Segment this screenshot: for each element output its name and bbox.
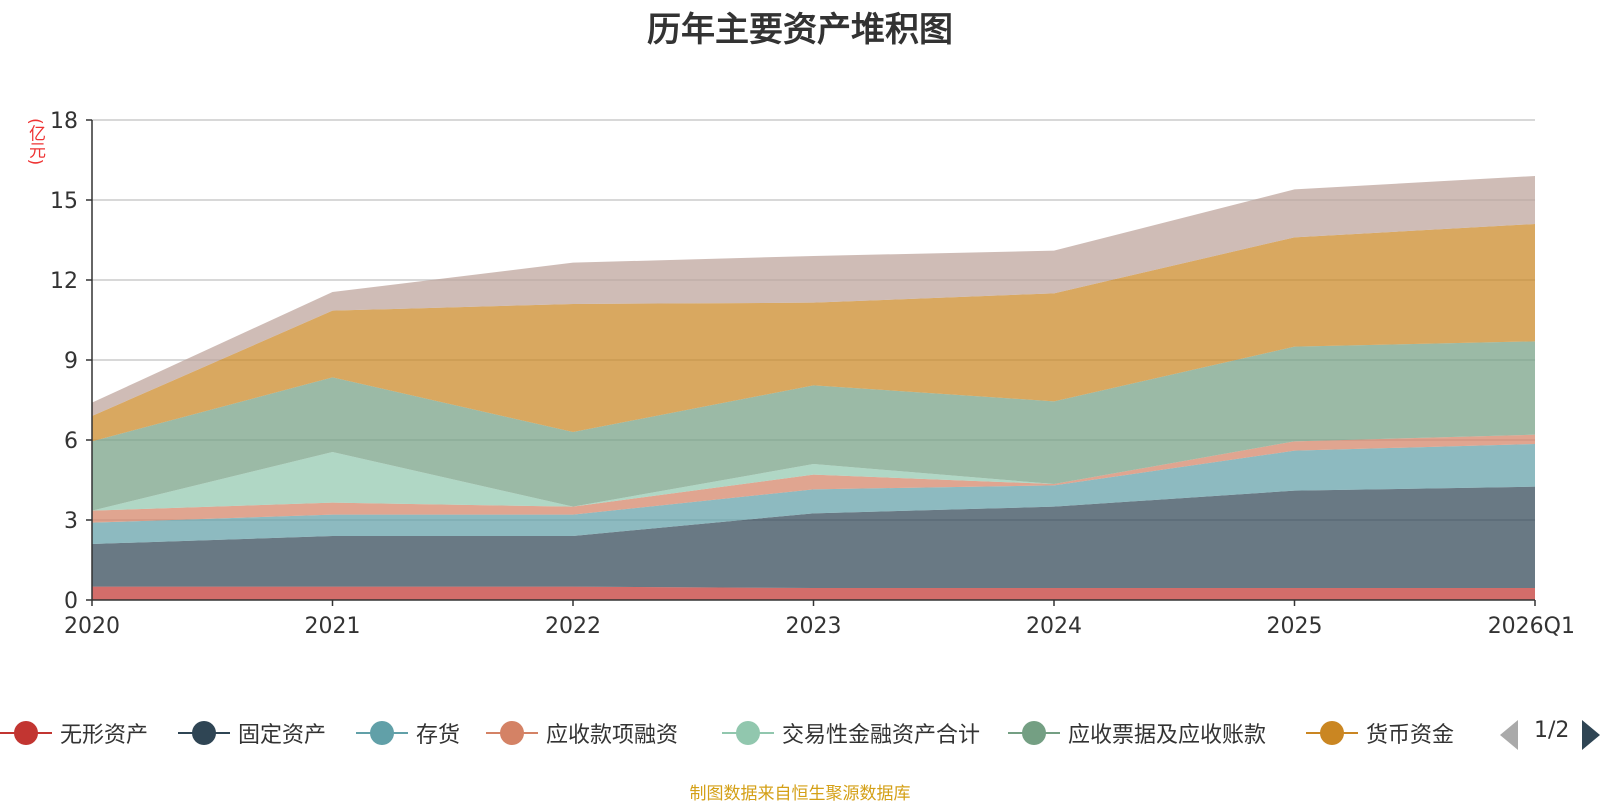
data-source-note: 制图数据来自恒生聚源数据库 [689,784,911,804]
legend-item-2[interactable]: 存货 [356,716,460,750]
area-layer [92,176,1535,600]
area-series-3 [92,434,1535,523]
chart-title: 历年主要资产堆积图 [647,10,953,50]
legend-label-1: 固定资产 [238,723,327,748]
x-tick-label-2: 2022 [545,614,601,639]
legend-marker-icon [356,716,408,750]
legend-marker-icon [1306,716,1358,750]
legend-label-5: 应收票据及应收账款 [1068,723,1267,748]
legend-label-0: 无形资产 [60,723,149,748]
legend-marker-icon [486,716,538,750]
legend-item-1[interactable]: 固定资产 [178,716,326,750]
legend-page-indicator: 1/2 [1534,718,1570,743]
legend-label-2: 存货 [416,723,461,748]
legend-item-0[interactable]: 无形资产 [0,716,148,750]
y-tick-label-3: 3 [64,509,78,534]
y-axis-unit-label: (亿元) [25,118,45,166]
y-tick-label-9: 9 [64,349,78,374]
legend-marker-icon [0,716,52,750]
legend-item-4[interactable]: 交易性金融资产合计 [722,716,980,750]
legend-pager: 1/2 [1500,718,1600,750]
legend-label-3: 应收款项融资 [546,723,679,748]
area-series-2 [92,444,1535,544]
legend-marker-icon [1008,716,1060,750]
x-tick-label-0: 2020 [64,614,120,639]
area-series-0 [92,586,1535,600]
legend-marker-icon [178,716,230,750]
x-tick-label-6: 2026Q1 [1488,614,1575,639]
legend-label-6: 货币资金 [1366,723,1455,748]
legend-item-3[interactable]: 应收款项融资 [486,716,678,750]
y-tick-label-12: 12 [50,269,78,294]
x-tick-label-3: 2023 [786,614,842,639]
axis-layer: 0 3 6 9 12 15 18 2020 2021 2022 2023 2024 2025 2026Q1 [50,109,1575,639]
y-tick-label-6: 6 [64,429,78,454]
legend-item-6[interactable]: 货币资金 [1306,716,1454,750]
area-series-7 [92,176,1535,416]
x-tick-label-5: 2025 [1267,614,1323,639]
x-tick-label-1: 2021 [305,614,361,639]
legend-label-4: 交易性金融资产合计 [782,723,981,748]
y-tick-label-0: 0 [64,589,78,614]
y-tick-label-15: 15 [50,189,78,214]
area-series-1 [92,486,1535,588]
y-tick-label-18: 18 [50,109,78,134]
area-series-5 [92,341,1535,511]
x-tick-label-4: 2024 [1026,614,1082,639]
legend-next-page-icon[interactable] [1582,720,1600,750]
area-series-4 [92,434,1535,511]
legend-item-5[interactable]: 应收票据及应收账款 [1008,716,1266,750]
legend: 无形资产 固定资产 存货 应收款项融资 交易性金融资产合计 应收票据及应收账款 货币资金 [0,716,1600,750]
legend-marker-icon [722,716,774,750]
area-series-6 [92,224,1535,442]
legend-prev-page-icon[interactable] [1500,720,1518,750]
plot-area: 0 3 6 9 12 15 18 2020 2021 2022 2023 2024 2025 2026Q1 [50,109,1575,639]
